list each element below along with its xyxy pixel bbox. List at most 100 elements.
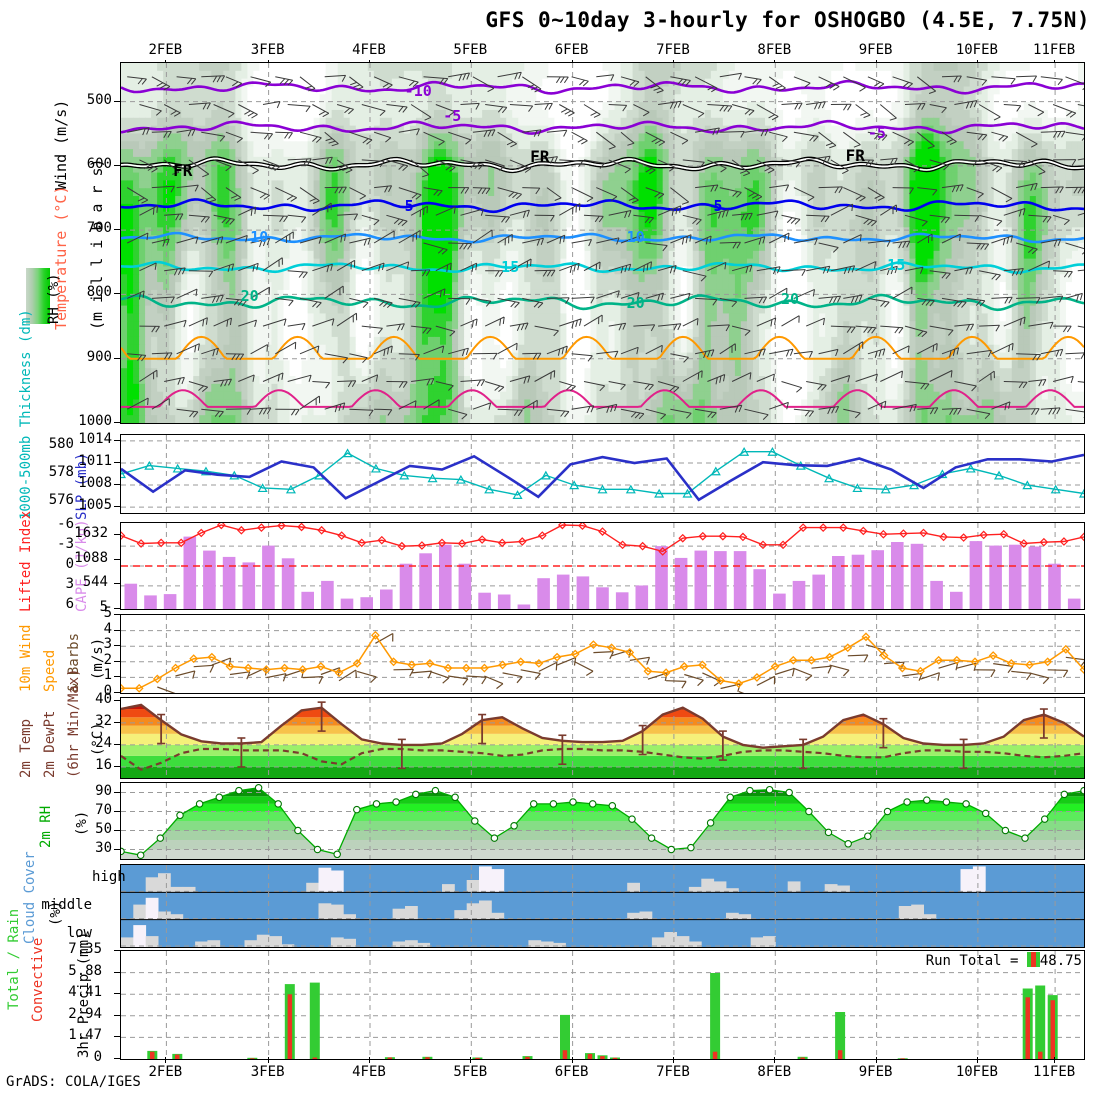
label-10m-wind: 10m Wind <box>18 624 34 692</box>
page-title: GFS 0~10day 3-hourly for OSHOGBO (4.5E, … <box>485 8 1090 32</box>
label-rh-percent: RH (%) <box>46 273 62 324</box>
label-wind: Wind (m/s) <box>52 99 70 190</box>
ytick-pressure-600: 600 <box>86 155 112 172</box>
axis-tick <box>114 971 120 973</box>
ytick-pressure-1000: 1000 <box>78 413 112 429</box>
ytick-cape-5: 5 <box>99 598 108 615</box>
run-total-text: Run Total = <box>925 953 1027 969</box>
contour-label-20: 20 <box>626 293 645 312</box>
label-wind-speed: Speed <box>42 649 58 692</box>
ytick-wind-5: 5 <box>103 605 112 621</box>
axis-tick <box>114 1058 120 1059</box>
date-top-11feb: 11FEB <box>1033 42 1076 58</box>
label-cloud-cover: Cloud Cover <box>22 851 38 944</box>
panel-upper-air[interactable] <box>120 62 1085 424</box>
cloud-row-label-middle: middle <box>41 897 92 913</box>
panel-10m-wind[interactable] <box>120 614 1085 694</box>
ytick-wind-0: 0 <box>103 683 112 699</box>
contour-label-FR: FR <box>530 147 550 167</box>
date-top-8feb: 8FEB <box>757 42 792 58</box>
panel-slp-thickness[interactable] <box>120 434 1085 514</box>
axis-tick <box>114 848 120 850</box>
axis-tick <box>114 461 120 463</box>
contour-label-FR: FR <box>173 161 193 181</box>
axis-tick <box>114 676 120 678</box>
panel-li-cape[interactable] <box>120 522 1085 610</box>
axis-tick <box>114 721 120 723</box>
cloud-row-label-low: low <box>66 925 92 941</box>
axis-tick <box>114 1014 120 1016</box>
panel-2m-rh[interactable] <box>120 782 1085 860</box>
date-bottom-10feb: 10FEB <box>955 1064 998 1080</box>
ytick-rh-90: 90 <box>95 782 112 799</box>
date-tick <box>774 1057 776 1063</box>
label-precip-convective: Convective <box>30 937 46 1022</box>
ytick-precip-1p47: 1.47 <box>68 1027 102 1044</box>
date-tick <box>368 1057 370 1063</box>
axis-tick <box>114 950 120 951</box>
axis-tick <box>114 629 120 631</box>
date-tick <box>672 1057 674 1063</box>
date-top-10feb: 10FEB <box>955 42 998 58</box>
footer-credit: GrADS: COLA/IGES <box>6 1074 141 1090</box>
ytick-wind-1: 1 <box>103 667 112 684</box>
contour-label-10: 10 <box>626 227 645 246</box>
ytick-slp-1008: 1008 <box>78 475 112 492</box>
date-top-2feb: 2FEB <box>148 42 183 58</box>
contour-label-5: 5 <box>404 197 414 216</box>
ytick-slp-1005: 1005 <box>78 497 112 514</box>
axis-tick <box>114 534 120 536</box>
date-bottom-6feb: 6FEB <box>554 1064 589 1080</box>
label-thickness: 1000-500mb Thickness (dm) <box>18 309 34 520</box>
axis-tick <box>114 422 120 423</box>
panel-cloud-cover[interactable] <box>120 864 1085 948</box>
label-precip-total: Total / Rain <box>6 908 22 1010</box>
ytick-cape-1632: 1632 <box>74 525 108 542</box>
date-tick <box>875 1057 877 1063</box>
run-total-swatch-inner <box>1030 952 1036 967</box>
ytick-li-6: 6 <box>65 595 74 612</box>
date-tick <box>1054 1057 1056 1063</box>
contour-label-15: 15 <box>887 255 906 274</box>
panel-precip[interactable] <box>120 950 1085 1060</box>
axis-tick <box>114 692 120 693</box>
axis-tick <box>114 743 120 745</box>
contour-label-5: 5 <box>713 197 723 216</box>
rh-legend-swatch <box>26 268 50 324</box>
date-tick <box>470 1057 472 1063</box>
axis-tick <box>114 660 120 662</box>
axis-tick <box>114 765 120 767</box>
contour-label-neg5: -5 <box>867 124 886 142</box>
date-bottom-2feb: 2FEB <box>148 1064 183 1080</box>
date-top-9feb: 9FEB <box>858 42 893 58</box>
date-tick <box>571 1057 573 1063</box>
ytick-precip-2p94: 2.94 <box>68 1005 102 1022</box>
ytick-precip-0: 0 <box>93 1049 102 1065</box>
axis-tick <box>114 810 120 812</box>
ytick-wind-4: 4 <box>103 620 112 637</box>
axis-tick <box>114 484 120 486</box>
panel-2m-temp[interactable] <box>120 697 1085 779</box>
ytick-cape-544: 544 <box>82 574 108 591</box>
ytick-rh-50: 50 <box>95 820 112 837</box>
ytick-li--3: -3 <box>57 536 74 553</box>
date-bottom-4feb: 4FEB <box>352 1064 386 1080</box>
contour-label-15: 15 <box>501 257 520 276</box>
axis-tick <box>114 558 120 560</box>
axis-tick <box>114 439 120 441</box>
ytick-thickness-576: 576 <box>48 491 74 508</box>
axis-tick <box>114 357 120 359</box>
date-bottom-9feb: 9FEB <box>858 1064 893 1080</box>
ytick-rh-70: 70 <box>95 801 112 818</box>
date-bottom-5feb: 5FEB <box>453 1064 488 1080</box>
run-total-value: 48.75 <box>1039 953 1082 969</box>
ytick-wind-2: 2 <box>103 651 112 668</box>
date-top-7feb: 7FEB <box>656 42 690 58</box>
label-millibars: (m i l l i b a r s) <box>88 158 106 330</box>
label-2m-dewpt: 2m DewPt <box>42 710 58 778</box>
date-bottom-11feb: 11FEB <box>1033 1064 1076 1080</box>
label-2m-rh: 2m RH <box>38 805 54 848</box>
date-tick <box>976 1057 978 1063</box>
axis-tick <box>114 583 120 585</box>
ytick-pressure-800: 800 <box>86 284 112 301</box>
